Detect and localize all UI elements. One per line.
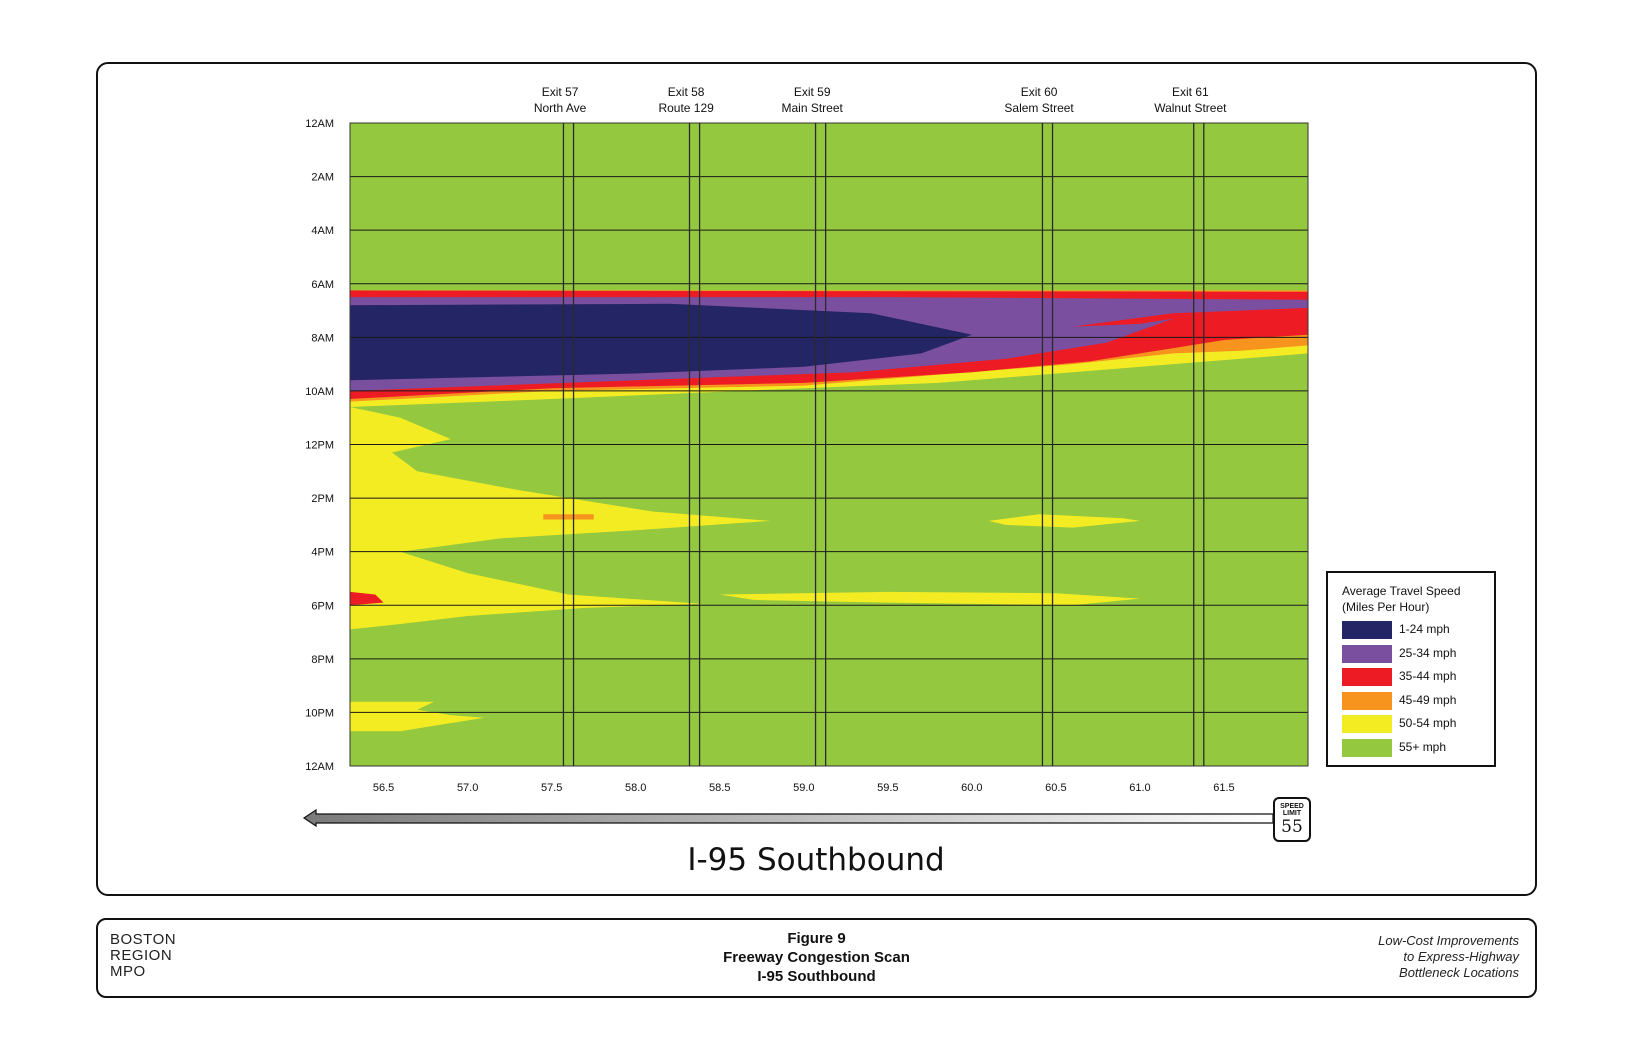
exit-label: Exit 57 xyxy=(542,85,579,99)
chart-title: I-95 Southbound xyxy=(687,842,945,878)
legend-swatch xyxy=(1342,691,1392,710)
band-50-54-evening-east xyxy=(719,591,1140,606)
legend-swatch xyxy=(1342,621,1392,639)
exit-street-label: Route 129 xyxy=(658,101,714,115)
x-tick-label: 60.0 xyxy=(961,782,982,794)
legend-label: 45-49 mph xyxy=(1399,692,1457,707)
direction-arrow xyxy=(302,808,1274,828)
y-tick-label: 8AM xyxy=(311,332,334,344)
speed-legend: Average Travel Speed (Miles Per Hour) 1-… xyxy=(1326,571,1496,767)
legend-item: 55+ mph xyxy=(1342,738,1492,757)
x-tick-label: 59.0 xyxy=(793,782,814,794)
x-tick-label: 61.0 xyxy=(1129,782,1150,794)
x-tick-label: 61.5 xyxy=(1213,782,1234,794)
speed-limit-label: SPEED LIMIT xyxy=(1275,803,1309,817)
y-tick-label: 12PM xyxy=(305,440,334,452)
figure-caption: Figure 9 Freeway Congestion Scan I-95 So… xyxy=(98,929,1535,986)
org-line-2: REGION xyxy=(110,947,173,964)
figure-frame xyxy=(96,62,1537,896)
y-tick-label: 6AM xyxy=(311,279,334,291)
legend-label: 25-34 mph xyxy=(1399,645,1457,660)
x-tick-label: 57.5 xyxy=(541,782,562,794)
legend-title-line1: Average Travel Speed xyxy=(1342,584,1461,598)
project-line-1: Low-Cost Improvements xyxy=(1378,933,1519,948)
org-line-3: MPO xyxy=(110,963,146,980)
y-tick-label: 2PM xyxy=(311,493,334,505)
figure-footer: BOSTON REGION MPO Figure 9 Freeway Conge… xyxy=(96,918,1537,998)
x-tick-label: 58.5 xyxy=(709,782,730,794)
project-line-2: to Express-Highway xyxy=(1403,949,1519,964)
exit-label: Exit 58 xyxy=(668,85,705,99)
exit-label: Exit 59 xyxy=(794,85,831,99)
exit-street-label: North Ave xyxy=(534,101,587,115)
figure-title: Freeway Congestion Scan xyxy=(723,949,910,966)
org-line-1: BOSTON xyxy=(110,931,177,948)
figure-subtitle: I-95 Southbound xyxy=(757,968,876,985)
southbound-arrow xyxy=(302,808,1274,828)
figure-number: Figure 9 xyxy=(787,930,846,947)
y-tick-label: 8PM xyxy=(311,654,334,666)
y-tick-label: 12AM xyxy=(305,118,334,130)
y-tick-label: 6PM xyxy=(311,600,334,612)
legend-item: 25-34 mph xyxy=(1342,644,1492,663)
y-tick-label: 4PM xyxy=(311,547,334,559)
legend-label: 35-44 mph xyxy=(1399,669,1457,683)
y-tick-label: 10AM xyxy=(305,386,334,398)
band-50-54-exit60 xyxy=(988,514,1140,528)
limit-label: LIMIT xyxy=(1282,810,1302,817)
exit-street-label: Salem Street xyxy=(1004,101,1074,115)
legend-swatch xyxy=(1342,738,1392,757)
speed-limit-sign: SPEED LIMIT 55 xyxy=(1273,797,1311,842)
legend-title: Average Travel Speed (Miles Per Hour) xyxy=(1342,583,1461,615)
x-tick-label: 57.0 xyxy=(457,782,478,794)
y-tick-label: 2AM xyxy=(311,172,334,184)
spot-orange-afternoon xyxy=(543,514,594,520)
speed-label: SPEED xyxy=(1280,803,1304,810)
legend-item: 35-44 mph xyxy=(1342,668,1492,686)
spot-red-evening xyxy=(350,591,384,606)
organization-name: BOSTON REGION MPO xyxy=(110,932,176,980)
plot-border xyxy=(349,122,1309,767)
x-tick-label: 59.5 xyxy=(877,782,898,794)
project-line-3: Bottleneck Locations xyxy=(1399,965,1519,980)
y-tick-label: 4AM xyxy=(311,225,334,237)
legend-swatch xyxy=(1342,644,1392,663)
exit-label: Exit 60 xyxy=(1021,85,1058,99)
legend-label: 1-24 mph xyxy=(1399,622,1450,636)
y-tick-label: 12AM xyxy=(305,761,334,773)
exit-label: Exit 61 xyxy=(1172,85,1209,99)
legend-item: 45-49 mph xyxy=(1342,691,1492,710)
legend-swatch xyxy=(1342,668,1392,686)
band-1-24-morning xyxy=(350,303,972,381)
project-title: Low-Cost Improvements to Express-Highway… xyxy=(1378,933,1519,981)
congestion-heatmap: Exit 57 North Ave Exit 58 Route 129 Exit 59 M… xyxy=(302,85,1309,828)
legend-label: 50-54 mph xyxy=(1399,716,1457,730)
legend-swatch xyxy=(1342,715,1392,733)
x-tick-label: 58.0 xyxy=(625,782,646,794)
legend-item: 50-54 mph xyxy=(1342,715,1492,733)
x-tick-label: 56.5 xyxy=(373,782,394,794)
legend-label: 55+ mph xyxy=(1399,739,1447,754)
legend-item: 1-24 mph xyxy=(1342,621,1492,639)
x-tick-label: 60.5 xyxy=(1045,782,1066,794)
band-50-54-night xyxy=(350,701,485,732)
speed-limit-value: 55 xyxy=(1281,817,1303,837)
exit-street-label: Walnut Street xyxy=(1154,101,1227,115)
y-tick-label: 10PM xyxy=(305,707,334,719)
legend-title-line2: (Miles Per Hour) xyxy=(1342,600,1430,614)
exit-street-label: Main Street xyxy=(782,101,844,115)
